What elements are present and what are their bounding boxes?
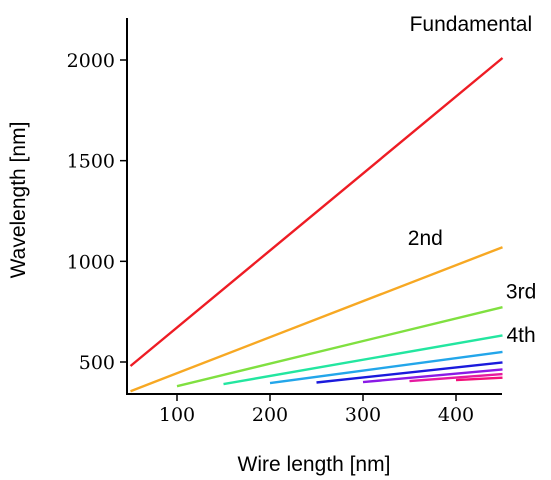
y-axis-title: Wavelength [nm] [7,122,30,279]
series-line-4 [223,334,503,386]
series-line-3 [176,306,503,388]
series-line-5 [269,350,503,385]
x-tick-label: 100 [159,404,195,426]
annotations: Fundamental 2nd 3rd 4th [408,13,536,347]
series-line-7 [362,368,503,384]
labels: Wire length [nm] Wavelength [nm] [7,122,390,476]
series-line-1 [129,57,504,367]
y-tick-label: 500 [79,352,115,374]
annotation-label: Fundamental [410,13,533,36]
x-tick-label: 300 [345,404,381,426]
x-tick-label: 400 [438,404,474,426]
x-tick-label: 200 [252,404,288,426]
ticks: 100 200 300 400 500 1000 1500 2000 [67,50,474,426]
series-line-2 [130,246,503,393]
series-line-6 [316,361,503,384]
annotation-label: 4th [506,324,535,347]
series-line-8 [409,372,503,383]
y-tick-label: 1000 [67,251,115,273]
y-tick-label: 2000 [67,50,115,72]
series-line-9 [455,376,503,382]
series-layer [129,57,504,393]
x-axis-title: Wire length [nm] [238,453,391,476]
annotation-label: 2nd [408,227,443,250]
axes [126,18,502,395]
y-tick-label: 1500 [67,151,115,173]
annotation-label: 3rd [506,281,536,304]
